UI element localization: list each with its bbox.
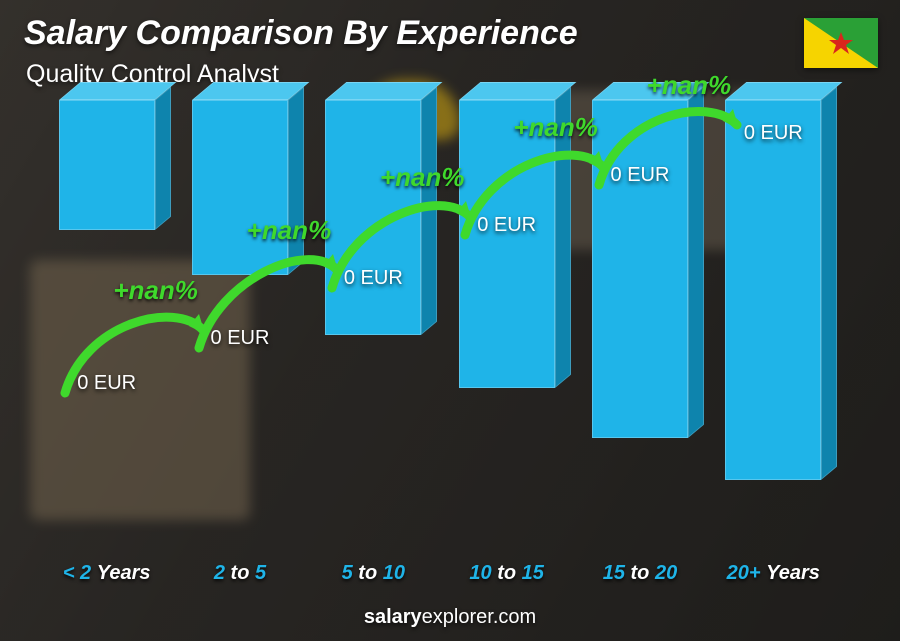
bar-body bbox=[59, 100, 155, 230]
footer-brand: salary bbox=[364, 606, 422, 628]
chart-title: Salary Comparison By Experience bbox=[24, 14, 578, 53]
bar-5: 0 EUR20+ Years+nan% bbox=[707, 100, 840, 551]
bar-side bbox=[288, 87, 304, 275]
bar-side bbox=[821, 87, 837, 480]
delta-arrow-icon bbox=[589, 85, 749, 195]
bars-container: 0 EUR< 2 Years0 EUR2 to 5+nan%0 EUR5 to … bbox=[40, 100, 840, 551]
country-flag-icon bbox=[804, 18, 878, 68]
infographic-stage: Salary Comparison By Experience Quality … bbox=[0, 0, 900, 641]
bar-side bbox=[155, 87, 171, 230]
delta-label: +nan% bbox=[247, 215, 332, 246]
footer-attribution: salaryexplorer.com bbox=[0, 606, 900, 629]
bar-category-label: 20+ Years bbox=[693, 562, 853, 585]
bar-front bbox=[59, 100, 155, 230]
bar-chart: 0 EUR< 2 Years0 EUR2 to 5+nan%0 EUR5 to … bbox=[40, 100, 840, 591]
footer-domain: explorer.com bbox=[422, 606, 537, 628]
